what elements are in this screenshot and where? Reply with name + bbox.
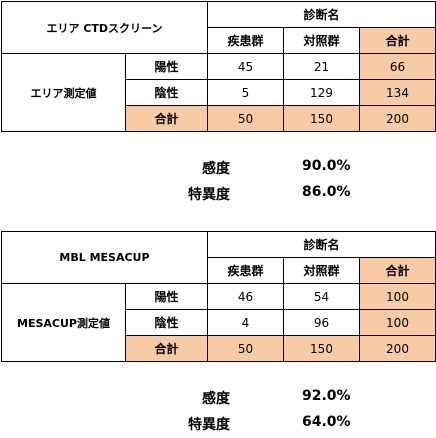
cell-total: 150 — [283, 105, 360, 132]
cell-value: 21 — [283, 53, 360, 80]
cell-total: 150 — [283, 335, 360, 362]
cell-total: 134 — [359, 79, 436, 106]
cell-total: 50 — [207, 335, 284, 362]
contingency-table-1: エリア CTDスクリーン 診断名 疾患群 対照群 合計 エリア測定値 陽性 45… — [1, 1, 436, 132]
column-header-control: 対照群 — [283, 257, 360, 284]
table-title: MBL MESACUP — [1, 231, 208, 284]
stat-label-specificity: 特異度 — [188, 417, 230, 433]
stat-row: 特異度 86.0% — [0, 180, 436, 206]
cell-total: 66 — [359, 53, 436, 80]
diagnosis-header: 診断名 — [207, 1, 436, 28]
cell-total: 200 — [359, 105, 436, 132]
stat-label-sensitivity: 感度 — [202, 391, 230, 407]
stat-value-sensitivity: 92.0% — [302, 388, 351, 404]
row-label-negative: 陰性 — [125, 79, 208, 106]
contingency-table-2: MBL MESACUP 診断名 疾患群 対照群 合計 MESACUP測定値 陽性… — [1, 231, 436, 362]
stat-label-specificity: 特異度 — [188, 187, 230, 203]
column-header-disease: 疾患群 — [207, 27, 284, 54]
column-header-total: 合計 — [359, 257, 436, 284]
row-label-total: 合計 — [125, 105, 208, 132]
column-header-control: 対照群 — [283, 27, 360, 54]
stat-row: 感度 90.0% — [0, 154, 436, 180]
row-label-positive: 陽性 — [125, 53, 208, 80]
row-label-positive: 陽性 — [125, 283, 208, 310]
cell-total: 50 — [207, 105, 284, 132]
cell-total: 200 — [359, 335, 436, 362]
row-group-label: エリア測定値 — [1, 53, 126, 132]
stat-row: 感度 92.0% — [0, 384, 436, 410]
stats-block-1: 感度 90.0% 特異度 86.0% — [0, 154, 436, 206]
cell-value: 129 — [283, 79, 360, 106]
stat-row: 特異度 64.0% — [0, 410, 436, 436]
column-header-disease: 疾患群 — [207, 257, 284, 284]
stat-value-specificity: 86.0% — [302, 184, 351, 200]
cell-value: 4 — [207, 309, 284, 336]
stat-value-sensitivity: 90.0% — [302, 158, 351, 174]
row-label-total: 合計 — [125, 335, 208, 362]
stats-block-2: 感度 92.0% 特異度 64.0% — [0, 384, 436, 436]
stat-value-specificity: 64.0% — [302, 414, 351, 430]
column-header-total: 合計 — [359, 27, 436, 54]
stat-label-sensitivity: 感度 — [202, 161, 230, 177]
row-label-negative: 陰性 — [125, 309, 208, 336]
cell-total: 100 — [359, 283, 436, 310]
cell-value: 54 — [283, 283, 360, 310]
cell-value: 5 — [207, 79, 284, 106]
row-group-label: MESACUP測定値 — [1, 283, 126, 362]
cell-value: 46 — [207, 283, 284, 310]
cell-value: 45 — [207, 53, 284, 80]
table-title: エリア CTDスクリーン — [1, 1, 208, 54]
diagnosis-header: 診断名 — [207, 231, 436, 258]
cell-value: 96 — [283, 309, 360, 336]
cell-total: 100 — [359, 309, 436, 336]
